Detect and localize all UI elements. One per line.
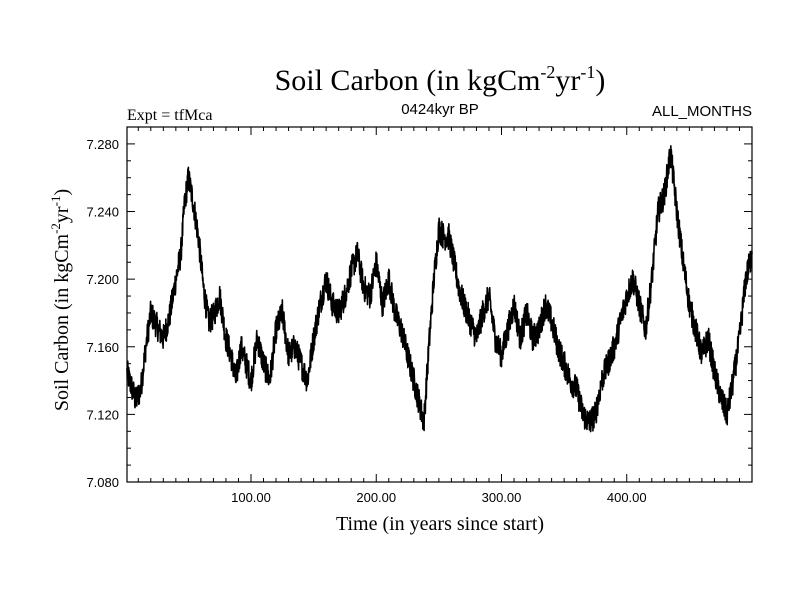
x-axis-label: Time (in years since start) [336,513,544,535]
axis-tick-labels: 100.00 200.00 300.00 400.00 7.080 7.120 7.160 7… [86,137,646,505]
subtitle-experiment: Expt = tfMca [127,107,212,124]
y-tick-label: 7.280 [86,137,119,152]
x-tick-label: 100.00 [231,490,271,505]
y-tick-label: 7.200 [86,272,119,287]
title-end: ) [595,64,605,97]
y-axis-label: Soil Carbon (in kgCm-2yr-1) [48,189,73,411]
ylabel-mid: yr [51,206,73,223]
x-tick-label: 400.00 [607,490,647,505]
subtitle-months: ALL_MONTHS [652,103,752,120]
ylabel-main: Soil Carbon (in kgCm [51,233,73,411]
title-sup-1: -2 [540,62,555,82]
title-main: Soil Carbon (in kgCm [275,64,541,97]
y-tick-label: 7.160 [86,340,119,355]
ylabel-end: ) [51,189,73,196]
chart-title: Soil Carbon (in kgCm-2yr-1) [275,62,606,97]
ylabel-sup-1: -2 [48,223,63,234]
title-mid: yr [555,64,580,97]
title-sup-2: -1 [580,62,595,82]
plot-frame [126,126,753,483]
x-tick-label: 200.00 [356,490,396,505]
x-tick-label: 300.00 [482,490,522,505]
y-tick-label: 7.080 [86,475,119,490]
series-line-soil-carbon [126,145,753,433]
subtitle-period: 0424kyr BP [401,101,479,118]
ylabel-sup-2: -1 [48,196,63,207]
y-tick-label: 7.240 [86,205,119,220]
series-layer [126,145,753,433]
y-tick-label: 7.120 [86,407,119,422]
